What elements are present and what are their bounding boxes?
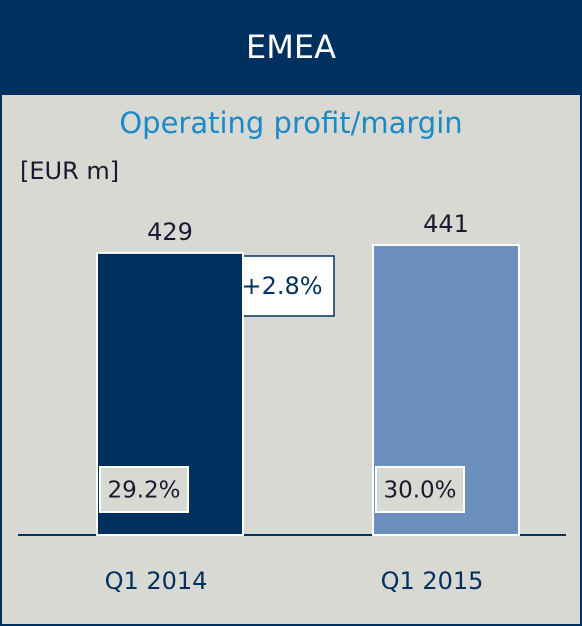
x-tick-label: Q1 2014 bbox=[105, 567, 208, 595]
value-label: 429 bbox=[147, 218, 193, 246]
margin-label: 30.0% bbox=[383, 478, 456, 504]
margin-box bbox=[375, 466, 465, 513]
x-tick-label: Q1 2015 bbox=[381, 567, 484, 595]
margin-label: 29.2% bbox=[107, 478, 180, 504]
header: EMEA bbox=[246, 28, 336, 66]
margin-box bbox=[99, 466, 189, 513]
unit-label: [EUR m] bbox=[20, 157, 119, 185]
change-box bbox=[229, 255, 335, 317]
change-label: +2.8% bbox=[241, 272, 322, 300]
chart-title: Operating profit/margin bbox=[119, 106, 462, 140]
value-label: 441 bbox=[423, 210, 469, 238]
header-band bbox=[0, 0, 582, 95]
